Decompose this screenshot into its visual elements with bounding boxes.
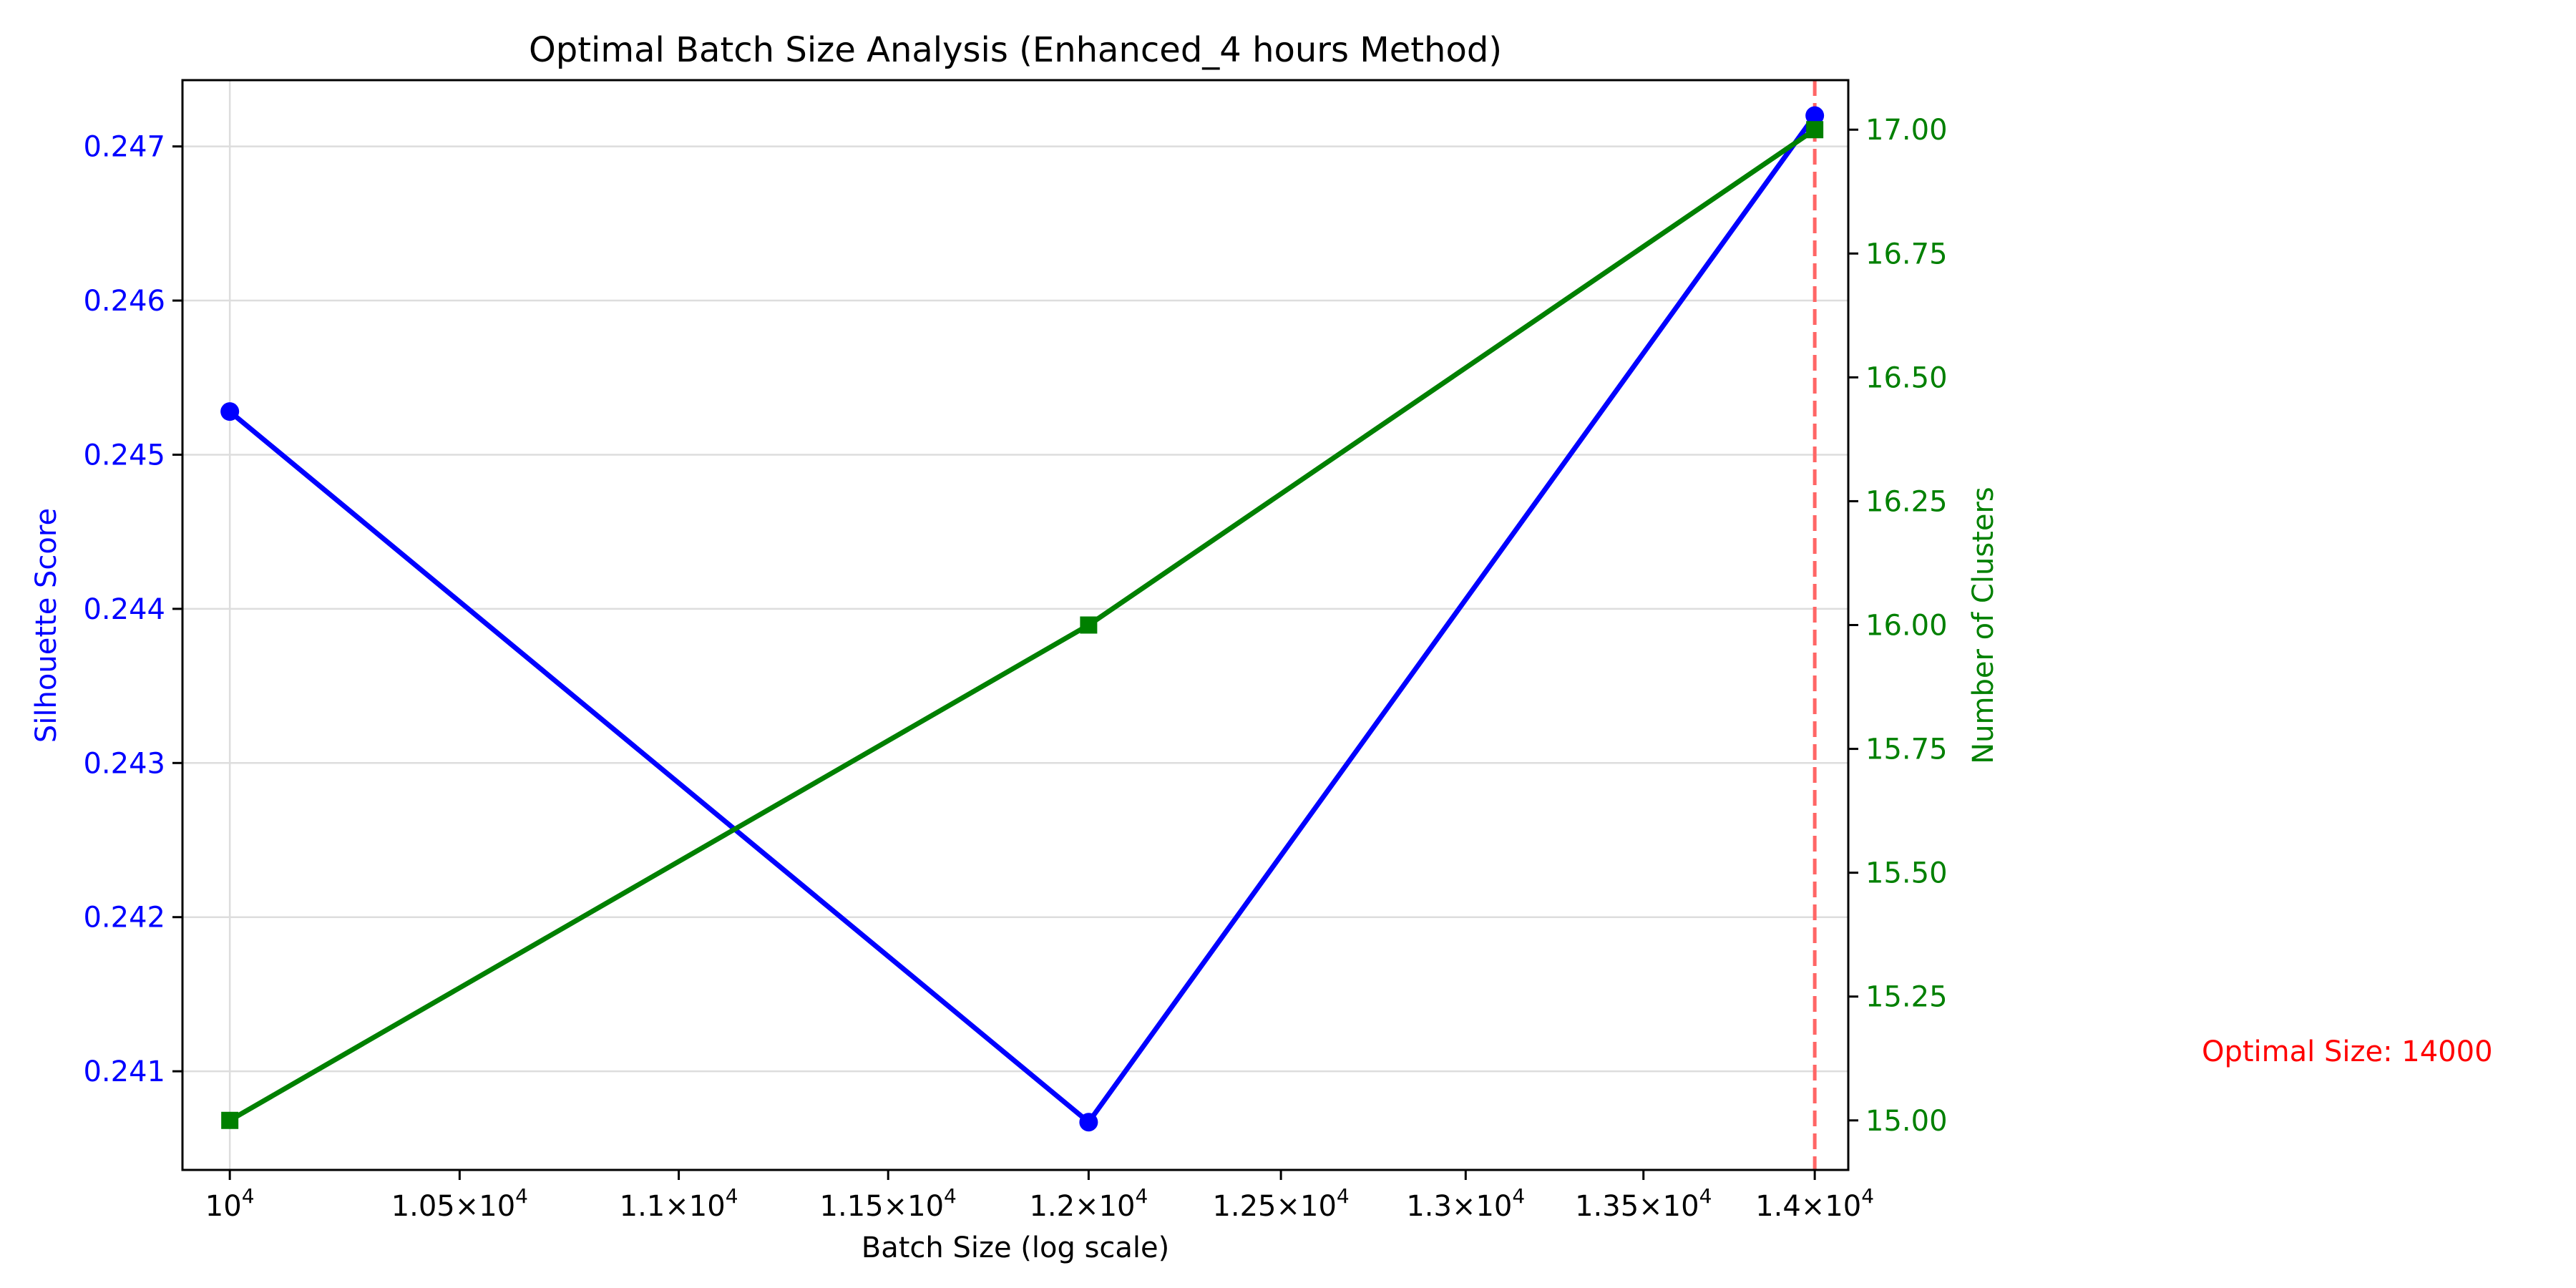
left-tick-label: 0.244: [83, 593, 165, 626]
x-tick-label: 1.05×104: [391, 1184, 528, 1223]
cluster-count-point: [221, 1111, 239, 1129]
right-tick-label: 16.50: [1865, 361, 1948, 394]
x-tick-label: 1.3×104: [1406, 1184, 1525, 1223]
x-axis: 104 1.05×104 1.1×104 1.15×104 1.2×104 1.25×10…: [205, 1170, 1874, 1223]
right-tick-label: 17.00: [1865, 114, 1948, 147]
left-axis-label: Silhouette Score: [30, 508, 63, 743]
x-tick-label: 104: [205, 1184, 255, 1223]
right-axis-label: Number of Clusters: [1967, 487, 2000, 763]
right-tick-label: 15.50: [1865, 857, 1948, 890]
right-tick-label: 15.00: [1865, 1105, 1948, 1138]
silhouette-score-point: [1079, 1113, 1098, 1132]
left-y-axis: 0.241 0.242 0.243 0.244 0.245 0.246 0.247: [83, 131, 182, 1088]
right-y-axis: 15.00 15.25 15.50 15.75 16.00 16.25 16.50 16.75…: [1848, 114, 1948, 1138]
right-tick-label: 16.00: [1865, 610, 1948, 643]
optimal-size-annotation: Optimal Size: 14000: [2202, 1035, 2493, 1068]
right-tick-label: 16.75: [1865, 238, 1948, 270]
right-tick-label: 15.25: [1865, 981, 1948, 1014]
silhouette-score-point: [1805, 106, 1825, 125]
series-layer: [220, 106, 1825, 1132]
right-tick-label: 15.75: [1865, 733, 1948, 766]
x-tick-label: 1.4×104: [1755, 1184, 1874, 1223]
silhouette-score-point: [220, 402, 240, 421]
grid-layer: [182, 80, 1848, 1170]
left-tick-label: 0.242: [83, 902, 165, 935]
left-tick-label: 0.246: [83, 285, 165, 318]
left-tick-label: 0.241: [83, 1055, 165, 1088]
cluster-count-point: [1080, 616, 1098, 634]
silhouette-score-line: [228, 114, 1817, 1125]
right-tick-label: 16.25: [1865, 485, 1948, 518]
left-tick-label: 0.243: [83, 747, 165, 780]
left-tick-label: 0.247: [83, 131, 165, 164]
chart-title: Optimal Batch Size Analysis (Enhanced_4 …: [529, 30, 1502, 70]
cluster-count-line: [228, 127, 1817, 1123]
x-tick-label: 1.25×104: [1212, 1184, 1349, 1223]
x-tick-label: 1.1×104: [620, 1184, 738, 1223]
cluster-count-point: [1806, 121, 1824, 139]
x-tick-label: 1.2×104: [1029, 1184, 1148, 1223]
x-tick-label: 1.15×104: [820, 1184, 957, 1223]
x-axis-label: Batch Size (log scale): [862, 1231, 1170, 1264]
left-tick-label: 0.245: [83, 439, 165, 472]
x-tick-label: 1.35×104: [1575, 1184, 1712, 1223]
